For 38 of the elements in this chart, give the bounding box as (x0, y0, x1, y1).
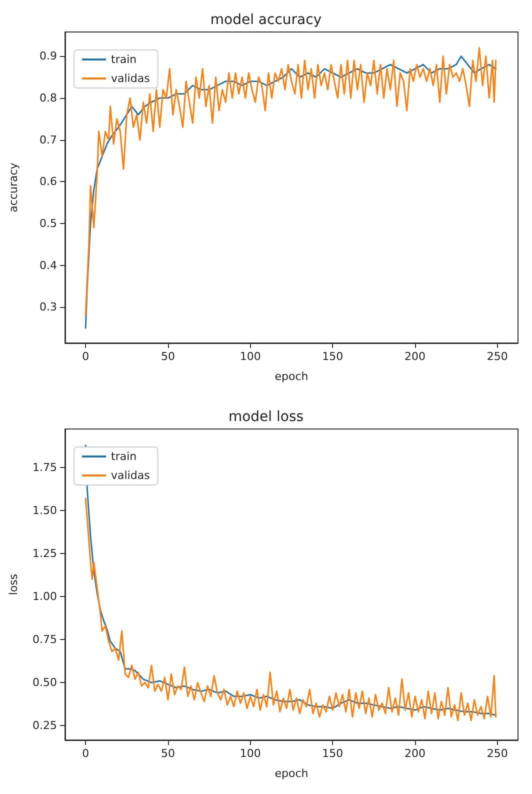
x-tick-label: 0 (82, 747, 90, 760)
y-tick-label: 0.50 (32, 676, 57, 690)
y-tick-label: 0.75 (32, 633, 57, 646)
x-axis-title: epoch (274, 370, 308, 383)
y-tick-label: 0.9 (40, 50, 57, 63)
x-tick-label: 100 (240, 350, 261, 363)
y-tick-label: 0.3 (40, 300, 57, 314)
x-tick-label: 50 (160, 747, 175, 760)
legend-label: train (111, 450, 137, 463)
legend-label: train (111, 53, 137, 66)
y-axis-title: accuracy (7, 162, 20, 212)
y-tick-label: 1.25 (32, 547, 57, 560)
chart-title: model accuracy (210, 12, 322, 28)
y-axis-title: loss (7, 574, 20, 596)
x-tick-label: 150 (322, 350, 344, 363)
y-tick-label: 1.50 (32, 504, 57, 518)
chart-title: model loss (228, 409, 304, 425)
x-axis-title: epoch (274, 767, 308, 780)
y-tick-label: 1.75 (32, 461, 57, 474)
y-tick-label: 1.00 (32, 590, 57, 604)
x-tick-label: 50 (160, 350, 175, 363)
y-tick-label: 0.7 (40, 133, 57, 146)
x-tick-label: 150 (322, 747, 344, 760)
x-tick-label: 250 (486, 350, 508, 363)
line-series (84, 498, 497, 722)
x-tick-label: 100 (240, 747, 261, 760)
x-tick-label: 0 (82, 350, 90, 363)
x-tick-label: 200 (404, 350, 426, 363)
line-series (84, 444, 497, 716)
legend-label: validas (111, 72, 150, 85)
x-tick-label: 200 (404, 747, 426, 760)
y-tick-label: 0.6 (40, 175, 57, 188)
y-tick-label: 0.25 (32, 719, 57, 732)
x-tick-label: 250 (486, 747, 508, 760)
y-tick-label: 0.5 (40, 216, 57, 230)
legend-label: validas (111, 469, 150, 482)
y-tick-label: 0.4 (40, 258, 57, 272)
y-tick-label: 0.8 (40, 92, 57, 105)
